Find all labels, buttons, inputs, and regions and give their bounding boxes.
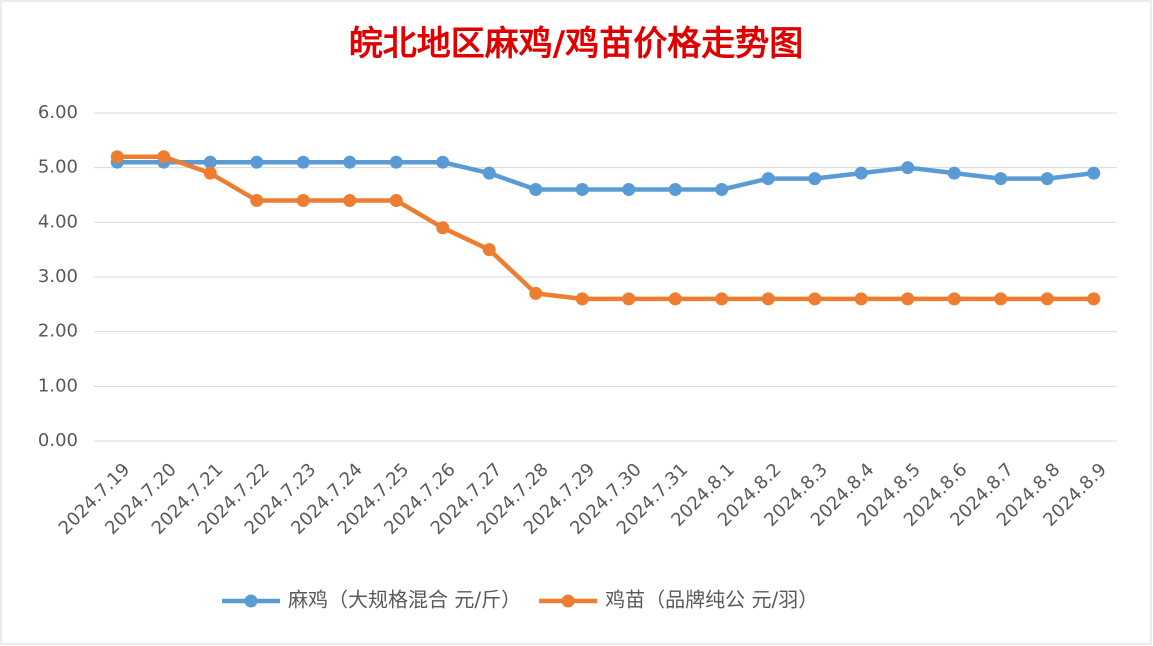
series-line [117,159,1095,192]
point [482,166,496,180]
point [994,172,1008,186]
point [389,193,403,207]
y-tick-label: 3.00 [38,266,78,287]
point [1087,166,1101,180]
point [343,193,357,207]
point [854,166,868,180]
point [250,193,264,207]
legend-marker [244,594,258,608]
point [1087,292,1101,306]
point [575,183,589,197]
point [296,193,310,207]
legend-marker [561,594,575,608]
y-tick-label: 4.00 [38,211,78,232]
point [157,150,171,164]
point [808,172,822,186]
y-tick-label: 1.00 [38,375,78,396]
point [994,292,1008,306]
point [203,155,217,169]
legend-label: 鸡苗（品牌纯公 元/羽） [605,588,818,612]
point [436,155,450,169]
y-tick-label: 2.00 [38,321,78,342]
point [622,183,636,197]
point [715,183,729,197]
point [482,243,496,257]
point [901,161,915,175]
point [575,292,589,306]
point [389,155,403,169]
point [1040,292,1054,306]
point [668,292,682,306]
point [250,155,264,169]
y-tick-label: 6.00 [38,102,78,123]
point [854,292,868,306]
point [529,286,543,300]
chart-title: 皖北地区麻鸡/鸡苗价格走势图 [349,24,803,64]
y-tick-label: 5.00 [38,157,78,178]
point [110,150,124,164]
point [1040,172,1054,186]
point [343,155,357,169]
y-tick-label: 0.00 [38,430,78,451]
point [622,292,636,306]
point [529,183,543,197]
point [947,166,961,180]
point [808,292,822,306]
legend-label: 麻鸡（大规格混合 元/斤） [288,588,521,612]
point [203,166,217,180]
point [296,155,310,169]
series-line [117,154,1094,302]
point [668,183,682,197]
point [901,292,915,306]
point [761,172,775,186]
point [761,292,775,306]
point [436,221,450,235]
point [715,292,729,306]
point [947,292,961,306]
